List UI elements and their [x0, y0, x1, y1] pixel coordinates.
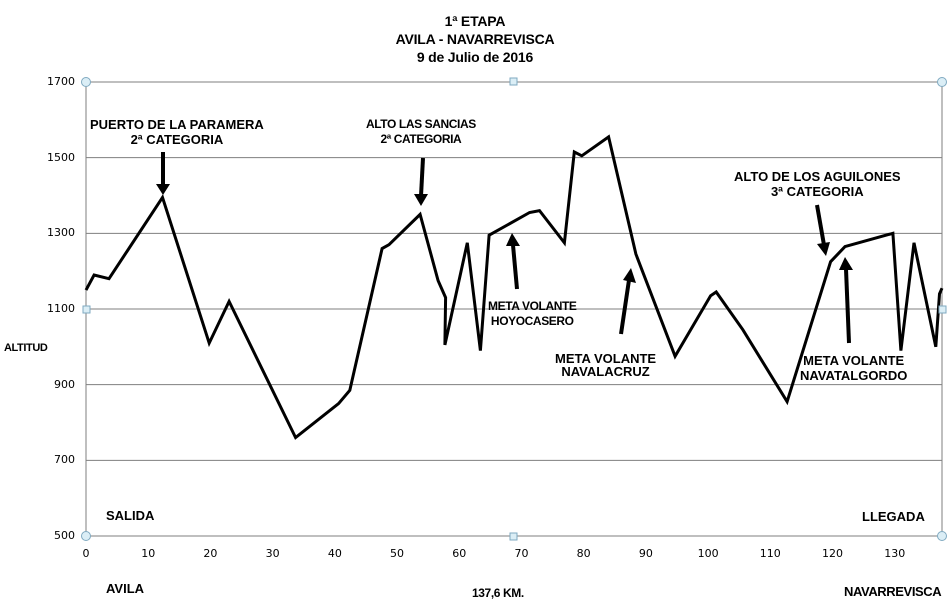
x-tick-label: 80 [576, 547, 591, 560]
y-tick-label: 1700 [47, 75, 75, 88]
arrow-hoyocasero-icon [506, 233, 520, 290]
resize-handle-bottom-left[interactable] [81, 531, 91, 541]
x-tick-label: 100 [697, 547, 719, 560]
annotation-text: META VOLANTE [803, 353, 905, 368]
resize-handle-top[interactable] [509, 77, 518, 86]
annotation-navatalgordo: META VOLANTE NAVATALGORDO [800, 353, 907, 383]
annotation-navalacruz: META VOLANTE NAVALACRUZ [555, 352, 656, 378]
annotation-text: ALTO DE LOS AGUILONES [734, 169, 901, 184]
elevation-profile-line [84, 134, 944, 440]
annotation-text: HOYOCASERO [490, 314, 574, 328]
x-tick-label: 30 [265, 547, 280, 560]
finish-town: NAVARREVISCA [844, 584, 942, 599]
annotation-text: META VOLANTE [488, 299, 577, 313]
annotation-text: PUERTO DE LA PARAMERA [90, 117, 264, 132]
x-tick-label: 120 [822, 547, 843, 560]
annotation-text: 2ª CATEGORIA [130, 132, 224, 147]
y-tick-label: 1300 [47, 226, 75, 240]
y-tick-label: 1500 [47, 150, 75, 164]
resize-handle-right[interactable] [938, 305, 947, 314]
x-tick-label: 20 [203, 547, 218, 560]
arrow-sancias-icon [414, 157, 428, 206]
resize-handle-bottom-right[interactable] [937, 531, 947, 541]
annotation-aguilones: ALTO DE LOS AGUILONES 3ª CATEGORIA [734, 169, 901, 199]
annotation-text: NAVALACRUZ [561, 364, 650, 379]
start-marker: SALIDA [106, 508, 155, 523]
annotation-hoyocasero: META VOLANTE HOYOCASERO [488, 299, 577, 329]
x-tick-label: 90 [638, 547, 653, 560]
chart-title-stage: 1ª ETAPA [444, 13, 506, 29]
x-tick-label: 40 [327, 547, 342, 560]
y-axis-label: ALTITUD [4, 342, 48, 354]
x-tick-label: 60 [452, 547, 467, 560]
start-town: AVILA [106, 581, 145, 596]
arrow-paramera-icon [156, 152, 170, 195]
annotation-text: META VOLANTE [555, 351, 657, 366]
y-tick-label: 700 [54, 453, 75, 467]
selection-handles[interactable] [81, 77, 947, 541]
resize-handle-left[interactable] [82, 305, 91, 314]
annotation-paramera: PUERTO DE LA PARAMERA 2ª CATEGORIA [90, 117, 264, 147]
x-tick-label: 0 [82, 547, 90, 560]
finish-marker: LLEGADA [862, 509, 925, 524]
annotation-text: 2ª CATEGORIA [380, 132, 462, 146]
resize-handle-top-left[interactable] [81, 77, 91, 87]
annotation-text: ALTO LAS SANCIAS [366, 117, 476, 131]
x-tick-label: 50 [390, 547, 405, 560]
x-tick-label: 110 [759, 547, 781, 560]
x-tick-label: 70 [514, 547, 529, 560]
chart-title-date: 9 de Julio de 2016 [416, 49, 534, 65]
resize-handle-bottom[interactable] [509, 532, 518, 541]
x-tick-label: 10 [141, 547, 156, 560]
arrow-navalacruz-icon [619, 268, 636, 335]
annotation-sancias: ALTO LAS SANCIAS 2ª CATEGORIA [366, 117, 476, 147]
x-tick-label: 130 [884, 547, 906, 560]
arrow-navatalgordo-icon [839, 257, 853, 344]
annotation-text: 3ª CATEGORIA [770, 184, 864, 199]
y-tick-label: 900 [54, 377, 75, 391]
distance-label: 137,6 KM. [472, 586, 524, 600]
y-tick-label: 500 [54, 529, 75, 542]
chart-title-route: AVILA - NAVARREVISCA [395, 31, 555, 47]
arrow-aguilones-icon [815, 204, 830, 256]
annotation-text: NAVATALGORDO [800, 368, 908, 383]
resize-handle-top-right[interactable] [937, 77, 947, 87]
y-tick-label: 1100 [47, 302, 75, 315]
